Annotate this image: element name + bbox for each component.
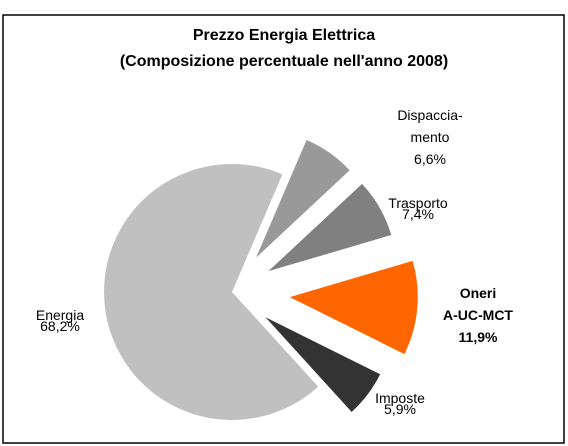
slice-value: 5,9% bbox=[384, 401, 416, 417]
slice-label: Energia bbox=[35, 307, 85, 323]
slice-label: Dispaccia- mento bbox=[397, 107, 463, 145]
pie-slice bbox=[256, 139, 350, 258]
slice-label: Imposte bbox=[375, 390, 425, 406]
chart-subtitle: (Composizione percentuale nell'anno 2008… bbox=[119, 53, 449, 70]
pie-slice bbox=[104, 164, 319, 421]
slice-value: 6,6% bbox=[414, 151, 446, 167]
slice-value: 7,4% bbox=[402, 206, 434, 222]
slice-value: 11,9% bbox=[458, 329, 498, 345]
pie-slice bbox=[289, 260, 418, 355]
pie-slice bbox=[268, 183, 392, 272]
slice-value: 68,2% bbox=[40, 318, 80, 334]
slice-label: Oneri A-UC-MCT bbox=[443, 285, 513, 323]
chart-title: Prezzo Energia Elettrica bbox=[192, 27, 376, 44]
pie-slice bbox=[265, 317, 381, 412]
slice-label: Trasporto bbox=[388, 195, 448, 211]
